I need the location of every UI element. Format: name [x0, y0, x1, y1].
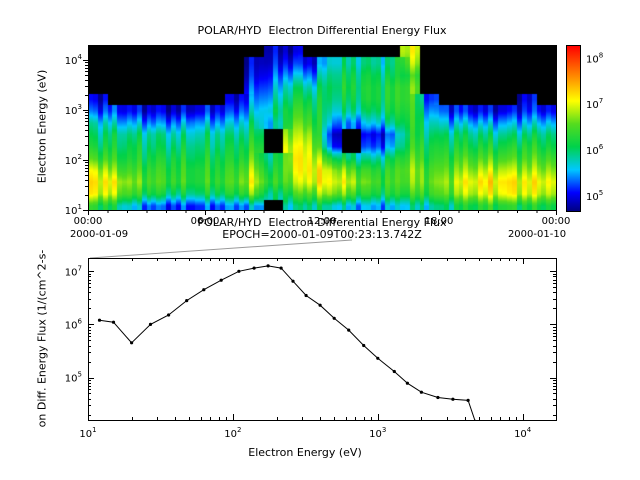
top-chart-title: POLAR/HYD Electron Differential Energy F… [197, 24, 447, 37]
bottom-axes [88, 258, 556, 420]
svg-text:102: 102 [65, 153, 82, 167]
svg-text:104: 104 [65, 53, 83, 67]
data-point-marker [279, 266, 283, 270]
data-point-marker [405, 381, 409, 385]
svg-text:18:00: 18:00 [425, 216, 454, 227]
data-point-marker [318, 303, 322, 307]
data-point-marker [97, 318, 102, 322]
data-point-marker [202, 288, 206, 292]
data-point-marker [419, 390, 423, 394]
svg-text:2000-01-10: 2000-01-10 [508, 229, 566, 240]
data-point-marker [167, 313, 171, 317]
spectrogram-heatmap [88, 45, 556, 210]
svg-text:104: 104 [514, 426, 532, 440]
svg-text:101: 101 [79, 426, 96, 440]
svg-text:106: 106 [586, 143, 604, 157]
bottom-y-axis-label: on Diff. Energy Flux (1/(cm^2-s- [35, 249, 49, 428]
data-point-marker [266, 264, 270, 268]
top-axis-tick-labels: 00:00 06:00 12:00 18:00 00:00101102103104200… [65, 53, 571, 240]
svg-text:00:00: 00:00 [542, 216, 571, 227]
data-point-marker [466, 398, 470, 402]
bottom-chart-subtitle: EPOCH=2000-01-09T00:23:13.742Z [222, 228, 422, 241]
svg-text:103: 103 [369, 426, 386, 440]
svg-text:12:00: 12:00 [308, 216, 337, 227]
bottom-chart-title: POLAR/HYD Electron Differential Energy F… [197, 216, 447, 229]
data-point-marker [185, 299, 189, 303]
bottom-axis-tick-labels: 101 102 103 104 105 106 107 [65, 264, 532, 440]
svg-text:06:00: 06:00 [191, 216, 220, 227]
svg-text:107: 107 [586, 97, 603, 111]
data-point-marker [474, 419, 477, 420]
svg-text:105: 105 [586, 189, 603, 203]
colorbar-tick-labels: 105 106 107 108 [586, 51, 604, 203]
data-point-marker [304, 293, 308, 298]
data-point-marker [392, 369, 396, 374]
data-point-marker [436, 395, 440, 400]
spectrum-line [97, 264, 477, 420]
data-point-marker [219, 278, 223, 282]
epoch-connector-line [89, 239, 353, 259]
data-point-marker [237, 269, 241, 273]
svg-text:105: 105 [65, 371, 82, 385]
svg-text:108: 108 [586, 51, 603, 65]
data-point-marker [291, 279, 295, 283]
data-point-marker [130, 341, 134, 345]
bottom-x-axis-label: Electron Energy (eV) [248, 446, 362, 459]
svg-text:2000-01-09: 2000-01-09 [70, 229, 128, 240]
svg-text:00:00: 00:00 [74, 216, 103, 227]
colorbar-gradient [566, 45, 581, 212]
data-point-marker [451, 397, 455, 401]
svg-text:107: 107 [65, 264, 82, 278]
svg-text:101: 101 [65, 203, 82, 217]
data-point-marker [332, 316, 336, 320]
top-y-axis-label: Electron Energy (eV) [35, 69, 49, 184]
top-axes [83, 60, 557, 215]
data-point-marker [347, 328, 351, 332]
svg-text:106: 106 [65, 317, 83, 331]
top-plot-frame [88, 45, 557, 211]
bottom-plot-frame [88, 258, 557, 421]
data-point-marker [252, 266, 256, 270]
svg-text:103: 103 [65, 103, 82, 117]
svg-text:102: 102 [224, 426, 241, 440]
data-point-marker [111, 320, 116, 324]
data-point-marker [362, 343, 366, 348]
data-point-marker [376, 356, 380, 360]
data-point-marker [148, 322, 153, 326]
